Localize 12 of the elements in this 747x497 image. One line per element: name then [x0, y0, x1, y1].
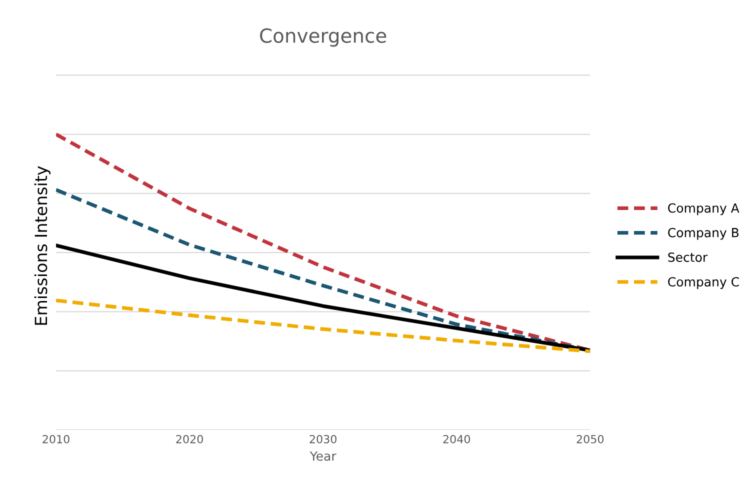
x-tick-label: 2030	[310, 434, 336, 444]
x-tick-label: 2020	[176, 434, 203, 444]
x-tick-label: 2010	[42, 434, 70, 444]
chart-title: Convergence	[260, 28, 386, 47]
legend-label: Company A	[668, 203, 740, 216]
x-axis-title: Year	[310, 451, 336, 461]
x-tick-label: 2040	[443, 434, 470, 444]
x-tick-label: 2050	[576, 434, 604, 444]
y-axis-title: Emissions Intensity	[34, 166, 50, 325]
legend-label: Sector	[668, 252, 708, 262]
legend-label: Company B	[668, 228, 739, 240]
legend-label: Company C	[668, 277, 739, 289]
